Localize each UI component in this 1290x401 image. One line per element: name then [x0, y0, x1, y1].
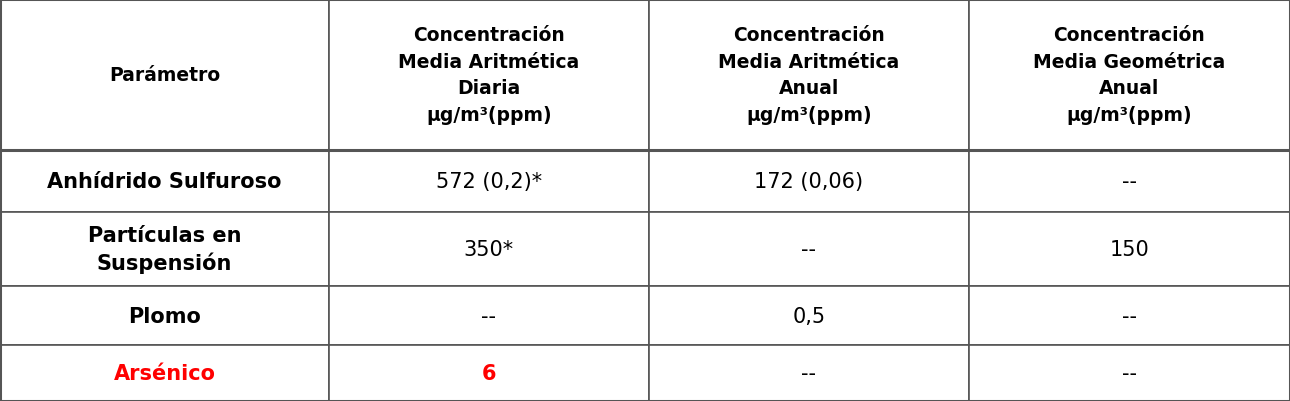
Bar — [0, 345, 329, 401]
Text: Parámetro: Parámetro — [108, 66, 221, 85]
Text: --: -- — [801, 240, 817, 259]
Text: 172 (0,06): 172 (0,06) — [755, 172, 863, 191]
Bar — [0, 0, 329, 150]
Text: Partículas en
Suspensión: Partículas en Suspensión — [88, 225, 241, 274]
Text: 150: 150 — [1109, 240, 1149, 259]
Text: --: -- — [481, 306, 497, 326]
Bar — [649, 150, 969, 213]
Bar — [329, 150, 649, 213]
Text: Concentración
Media Geométrica
Anual
μg/m³(ppm): Concentración Media Geométrica Anual μg/… — [1033, 26, 1225, 124]
Bar — [0, 213, 329, 287]
Bar — [649, 213, 969, 287]
Text: Anhídrido Sulfuroso: Anhídrido Sulfuroso — [48, 172, 281, 191]
Text: Concentración
Media Aritmética
Diaria
μg/m³(ppm): Concentración Media Aritmética Diaria μg… — [399, 26, 579, 124]
Text: 0,5: 0,5 — [792, 306, 826, 326]
Bar — [329, 345, 649, 401]
Bar — [649, 0, 969, 150]
Bar — [969, 213, 1290, 287]
Bar — [329, 287, 649, 345]
Text: Arsénico: Arsénico — [114, 363, 215, 383]
Text: --: -- — [1122, 363, 1136, 383]
Text: Plomo: Plomo — [128, 306, 201, 326]
Text: --: -- — [1122, 306, 1136, 326]
Text: 6: 6 — [481, 363, 497, 383]
Text: 572 (0,2)*: 572 (0,2)* — [436, 172, 542, 191]
Text: Concentración
Media Aritmética
Anual
μg/m³(ppm): Concentración Media Aritmética Anual μg/… — [719, 26, 899, 124]
Bar — [649, 287, 969, 345]
Bar — [649, 345, 969, 401]
Text: 350*: 350* — [464, 240, 513, 259]
Bar — [329, 0, 649, 150]
Text: --: -- — [1122, 172, 1136, 191]
Bar — [969, 287, 1290, 345]
Bar — [329, 213, 649, 287]
Bar — [969, 0, 1290, 150]
Bar — [0, 150, 329, 213]
Bar — [0, 287, 329, 345]
Bar — [969, 345, 1290, 401]
Text: --: -- — [801, 363, 817, 383]
Bar — [969, 150, 1290, 213]
